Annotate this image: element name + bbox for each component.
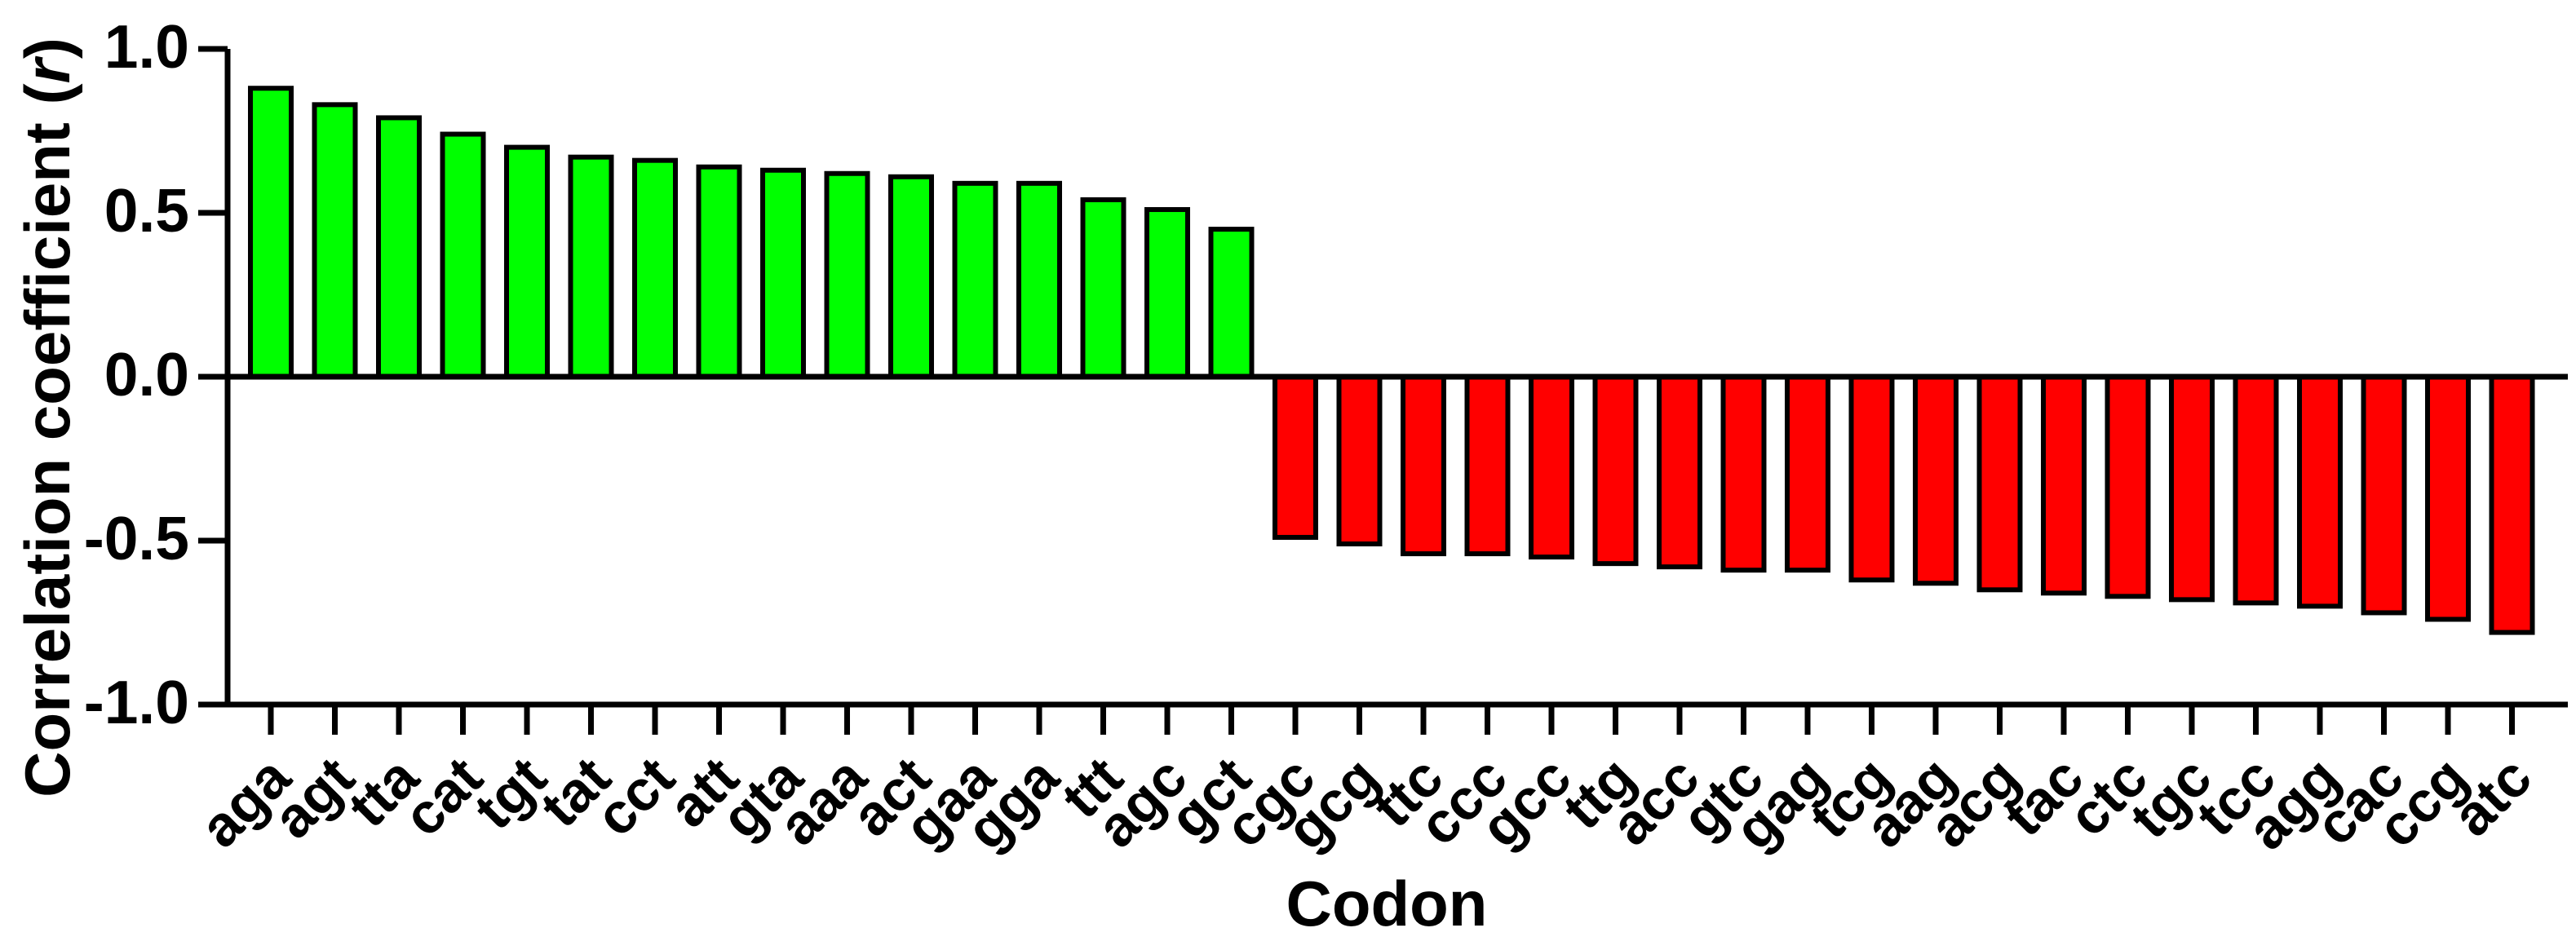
- bar-ccc: [1464, 374, 1511, 557]
- bar-ctc: [2105, 374, 2151, 599]
- bar-agt: [312, 102, 358, 379]
- bar-atc: [2489, 374, 2535, 635]
- bar-cac: [2361, 374, 2407, 616]
- bar-tac: [2041, 374, 2087, 596]
- bar-gta: [760, 167, 806, 379]
- bar-tgc: [2169, 374, 2215, 603]
- bar-acg: [1976, 374, 2023, 593]
- bar-tcg: [1848, 374, 1895, 583]
- bar-ccg: [2425, 374, 2471, 622]
- bar-aag: [1913, 374, 1959, 586]
- bar-tat: [568, 154, 614, 379]
- bar-acc: [1657, 374, 1702, 570]
- bar-agc: [1144, 206, 1190, 380]
- bar-gcc: [1529, 374, 1574, 560]
- y-tick-label-0.0: 0.0: [104, 340, 189, 409]
- y-axis-title: Correlation coefficient (r): [11, 38, 83, 798]
- y-tick-label-0.5: 0.5: [104, 176, 189, 245]
- bar-gga: [1016, 180, 1062, 379]
- bar-act: [888, 174, 934, 379]
- bar-gct: [1208, 227, 1255, 379]
- bar-att: [696, 164, 742, 379]
- bar-aaa: [824, 170, 870, 379]
- y-tick-label--0.5: -0.5: [84, 504, 189, 572]
- bar-agg: [2297, 374, 2343, 609]
- bar-cat: [440, 131, 486, 380]
- bar-cgc: [1273, 374, 1318, 540]
- bar-cct: [632, 157, 678, 379]
- x-tick-label-atc: atc: [2440, 745, 2543, 848]
- bar-gag: [1785, 374, 1830, 573]
- bar-tcc: [2233, 374, 2279, 606]
- bar-ttg: [1592, 374, 1639, 567]
- y-tick-label--1.0: -1.0: [84, 668, 189, 736]
- bar-gaa: [952, 180, 998, 379]
- bar-gcg: [1336, 374, 1383, 547]
- bar-ttc: [1401, 374, 1446, 557]
- bar-aga: [248, 86, 294, 380]
- bar-tgt: [504, 144, 550, 379]
- y-tick-label-1.0: 1.0: [104, 12, 189, 81]
- bar-tta: [376, 115, 422, 379]
- x-axis-title: Codon: [1286, 868, 1488, 939]
- bar-ttt: [1080, 197, 1126, 379]
- bar-gtc: [1720, 374, 1767, 573]
